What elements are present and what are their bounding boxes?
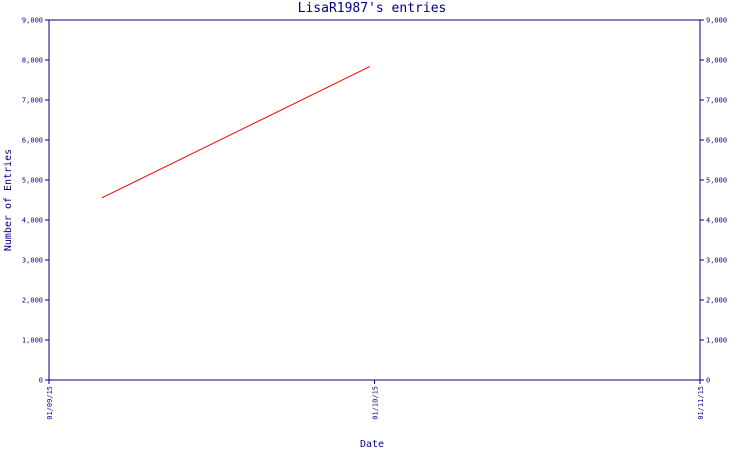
x-tick-label: 01/11/15: [697, 386, 705, 420]
x-axis-label: Date: [360, 439, 384, 450]
y-tick-label-right: 5,000: [706, 177, 727, 185]
y-tick-label-right: 4,000: [706, 217, 727, 225]
y-tick-label-right: 0: [706, 377, 710, 385]
plot-area-frame: [48, 19, 701, 381]
y-axis-right: 0 1,000 2,000 3,000 4,000 5,000 6,000 7,000 8,00…: [700, 17, 727, 385]
y-tick-label-left: 3,000: [22, 257, 43, 265]
x-tick-label: 01/09/15: [46, 386, 54, 420]
y-tick-label-left: 5,000: [22, 177, 43, 185]
y-tick-label-right: 8,000: [706, 57, 727, 65]
y-axis-left: 0 1,000 2,000 3,000 4,000 5,000 6,000 7,000 8,00…: [22, 17, 49, 385]
y-tick-label-left: 6,000: [22, 137, 43, 145]
y-tick-label-right: 3,000: [706, 257, 727, 265]
chart-title: LisaR1987's entries: [298, 1, 447, 16]
y-tick-label-right: 7,000: [706, 97, 727, 105]
y-tick-label-left: 8,000: [22, 57, 43, 65]
y-tick-label-right: 9,000: [706, 17, 727, 25]
y-tick-label-right: 6,000: [706, 137, 727, 145]
y-tick-label-left: 4,000: [22, 217, 43, 225]
y-tick-label-left: 1,000: [22, 337, 43, 345]
y-tick-label-left: 0: [39, 377, 43, 385]
series-line: [102, 66, 370, 199]
y-tick-label-left: 7,000: [22, 97, 43, 105]
y-tick-label-right: 1,000: [706, 337, 727, 345]
data-point: [101, 197, 103, 199]
y-tick-label-left: 2,000: [22, 297, 43, 305]
series-layer: [101, 66, 370, 199]
data-point: [368, 66, 370, 68]
x-axis: 01/09/15 01/10/15 01/11/15: [46, 380, 705, 420]
y-axis-label: Number of Entries: [3, 149, 14, 251]
x-tick-label: 01/10/15: [372, 386, 380, 420]
y-tick-label-left: 9,000: [22, 17, 43, 25]
y-tick-label-right: 2,000: [706, 297, 727, 305]
